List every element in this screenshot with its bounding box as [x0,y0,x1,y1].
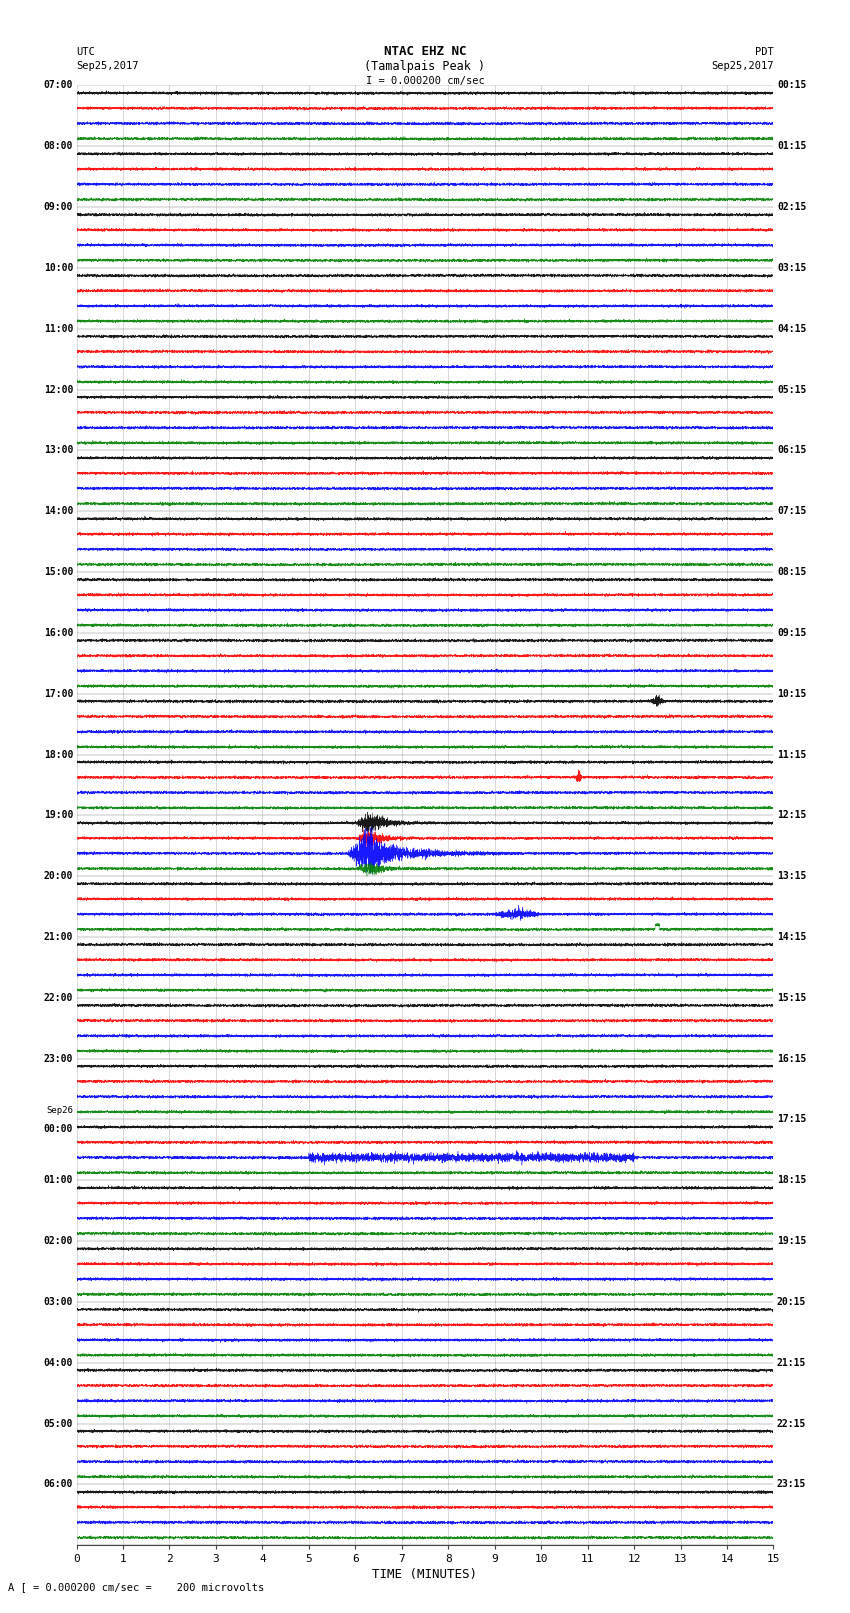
Text: 20:00: 20:00 [43,871,73,881]
Text: 04:15: 04:15 [777,324,807,334]
Text: 19:00: 19:00 [43,810,73,821]
Text: Sep26: Sep26 [46,1105,73,1115]
X-axis label: TIME (MINUTES): TIME (MINUTES) [372,1568,478,1581]
Text: 08:00: 08:00 [43,142,73,152]
Text: 23:15: 23:15 [777,1479,807,1489]
Text: 18:15: 18:15 [777,1176,807,1186]
Text: 04:00: 04:00 [43,1358,73,1368]
Text: Sep25,2017: Sep25,2017 [76,61,139,71]
Text: 11:15: 11:15 [777,750,807,760]
Text: 00:15: 00:15 [777,81,807,90]
Text: 17:15: 17:15 [777,1115,807,1124]
Text: 15:15: 15:15 [777,994,807,1003]
Text: 17:00: 17:00 [43,689,73,698]
Text: 06:15: 06:15 [777,445,807,455]
Text: 19:15: 19:15 [777,1236,807,1247]
Text: 07:15: 07:15 [777,506,807,516]
Text: Sep25,2017: Sep25,2017 [711,61,774,71]
Text: 13:00: 13:00 [43,445,73,455]
Text: 16:15: 16:15 [777,1053,807,1063]
Text: 05:15: 05:15 [777,384,807,395]
Text: 22:15: 22:15 [777,1418,807,1429]
Text: 01:15: 01:15 [777,142,807,152]
Text: A [ = 0.000200 cm/sec =    200 microvolts: A [ = 0.000200 cm/sec = 200 microvolts [8,1582,264,1592]
Text: 02:00: 02:00 [43,1236,73,1247]
Text: 14:15: 14:15 [777,932,807,942]
Text: 21:00: 21:00 [43,932,73,942]
Text: 12:00: 12:00 [43,384,73,395]
Text: 01:00: 01:00 [43,1176,73,1186]
Text: 23:00: 23:00 [43,1053,73,1063]
Text: 02:15: 02:15 [777,202,807,213]
Text: 08:15: 08:15 [777,568,807,577]
Text: 00:00: 00:00 [43,1124,73,1134]
Text: 18:00: 18:00 [43,750,73,760]
Text: I = 0.000200 cm/sec: I = 0.000200 cm/sec [366,76,484,85]
Text: 09:00: 09:00 [43,202,73,213]
Text: 14:00: 14:00 [43,506,73,516]
Text: (Tamalpais Peak ): (Tamalpais Peak ) [365,60,485,73]
Text: 20:15: 20:15 [777,1297,807,1307]
Text: 09:15: 09:15 [777,627,807,637]
Text: 13:15: 13:15 [777,871,807,881]
Text: 03:00: 03:00 [43,1297,73,1307]
Text: 12:15: 12:15 [777,810,807,821]
Text: 15:00: 15:00 [43,568,73,577]
Text: 16:00: 16:00 [43,627,73,637]
Text: 03:15: 03:15 [777,263,807,273]
Text: PDT: PDT [755,47,774,56]
Text: UTC: UTC [76,47,95,56]
Text: 22:00: 22:00 [43,994,73,1003]
Text: 10:15: 10:15 [777,689,807,698]
Text: 06:00: 06:00 [43,1479,73,1489]
Text: 11:00: 11:00 [43,324,73,334]
Text: 10:00: 10:00 [43,263,73,273]
Text: 21:15: 21:15 [777,1358,807,1368]
Text: NTAC EHZ NC: NTAC EHZ NC [383,45,467,58]
Text: 05:00: 05:00 [43,1418,73,1429]
Text: 07:00: 07:00 [43,81,73,90]
